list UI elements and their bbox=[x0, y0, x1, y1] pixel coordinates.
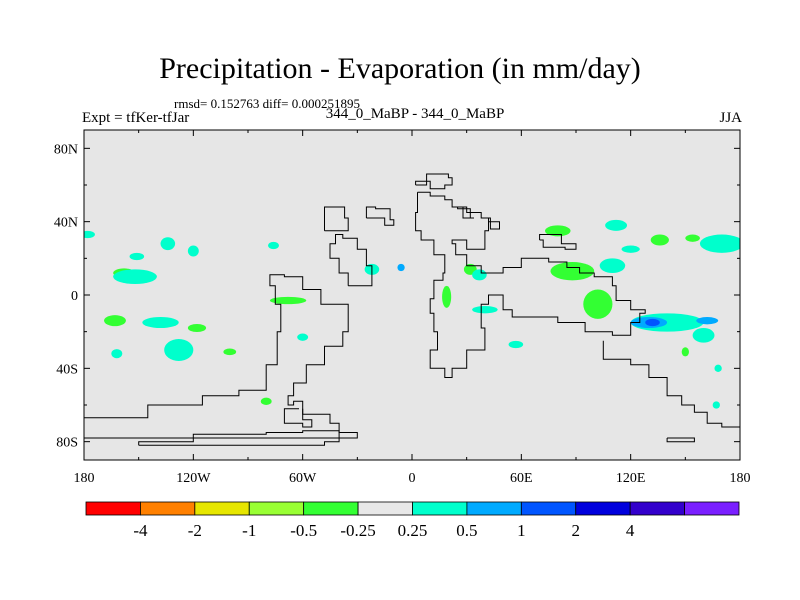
axis-ticks: 180 120W 60W 0 60E 120E 180 80N 40N 0 40S 80S bbox=[54, 130, 751, 486]
x-tick-label-5: 120E bbox=[616, 471, 646, 486]
colorbar-label-1: -2 bbox=[188, 521, 202, 540]
x-tick-label-4: 60E bbox=[510, 471, 533, 486]
anomaly-region-15 bbox=[84, 230, 95, 239]
anomaly-region-19 bbox=[113, 269, 157, 284]
colorbar-label-6: 0.5 bbox=[456, 521, 477, 540]
coastline-2 bbox=[283, 408, 313, 428]
colorbar-box-0 bbox=[85, 501, 141, 516]
anomaly-region-2 bbox=[269, 296, 307, 305]
anomaly-region-40 bbox=[645, 318, 660, 327]
anomaly-region-13 bbox=[557, 267, 573, 275]
colorbar: -4 -2 -1 -0.5 -0.25 0.25 0.5 1 2 4 bbox=[85, 501, 740, 540]
anomaly-region-20 bbox=[142, 317, 179, 328]
anomaly-region-24 bbox=[268, 241, 279, 250]
anomaly-region-37 bbox=[397, 263, 405, 272]
anomaly-region-31 bbox=[699, 234, 740, 253]
season-label: JJA bbox=[719, 110, 742, 126]
colorbar-label-3: -0.5 bbox=[290, 521, 317, 540]
anomaly-region-3 bbox=[187, 323, 207, 333]
coastline-7 bbox=[602, 340, 740, 428]
anomaly-region-11 bbox=[650, 234, 669, 246]
anomaly-region-29 bbox=[599, 258, 626, 273]
anomaly-region-27 bbox=[472, 306, 498, 314]
anomaly-region-39 bbox=[696, 317, 719, 325]
anomaly-region-36 bbox=[712, 401, 720, 409]
anomaly-region-18 bbox=[187, 245, 199, 257]
anomaly-region-1 bbox=[104, 315, 126, 327]
coastlines bbox=[84, 173, 740, 446]
case-label: 344_0_MaBP - 344_0_MaBP bbox=[325, 106, 505, 122]
coastline-0 bbox=[84, 274, 358, 439]
map-background bbox=[84, 130, 740, 460]
x-tick-label-0: 180 bbox=[74, 471, 95, 486]
experiment-label: Expt = tfKer-tfJar bbox=[82, 110, 190, 126]
coastline-8 bbox=[415, 173, 453, 190]
coastline-5 bbox=[365, 206, 395, 226]
coastline-9 bbox=[457, 206, 474, 219]
anomaly-region-14 bbox=[681, 347, 689, 357]
anomaly-region-8 bbox=[545, 225, 571, 237]
anomaly-region-26 bbox=[472, 269, 487, 281]
y-tick-label-2: 0 bbox=[71, 289, 78, 304]
y-tick-label-1: 40N bbox=[54, 216, 78, 231]
anomaly-region-23 bbox=[297, 333, 309, 341]
coastline-4 bbox=[324, 206, 349, 232]
stats-line: rmsd= 0.152763 diff= 0.000251895 bbox=[174, 96, 360, 111]
y-tick-label-3: 40S bbox=[56, 362, 78, 377]
colorbar-label-8: 2 bbox=[572, 521, 581, 540]
coastline-6 bbox=[415, 191, 646, 378]
anomaly-region-10 bbox=[583, 289, 613, 319]
coastline-1 bbox=[138, 430, 340, 446]
coastline-10 bbox=[488, 217, 500, 230]
colorbar-label-7: 1 bbox=[517, 521, 526, 540]
colorbar-box-9 bbox=[575, 501, 631, 516]
anomaly-regions bbox=[84, 219, 740, 409]
anomaly-region-12 bbox=[685, 234, 700, 242]
y-tick-label-4: 80S bbox=[56, 436, 78, 451]
anomaly-region-33 bbox=[605, 219, 628, 231]
colorbar-box-7 bbox=[466, 501, 522, 516]
colorbar-box-8 bbox=[520, 501, 577, 516]
x-tick-label-3: 0 bbox=[409, 471, 416, 486]
anomaly-region-22 bbox=[111, 349, 123, 359]
x-tick-label-1: 120W bbox=[176, 471, 211, 486]
colorbar-box-11 bbox=[684, 501, 740, 516]
colorbar-box-6 bbox=[412, 501, 468, 516]
colorbar-box-3 bbox=[248, 501, 305, 516]
colorbar-box-2 bbox=[194, 501, 250, 516]
x-tick-label-6: 180 bbox=[730, 471, 751, 486]
coastline-3 bbox=[329, 234, 373, 287]
coastline-12 bbox=[666, 437, 695, 443]
coastline-11 bbox=[539, 234, 577, 250]
anomaly-region-6 bbox=[442, 285, 452, 308]
y-tick-label-0: 80N bbox=[54, 142, 78, 157]
colorbar-label-9: 4 bbox=[626, 521, 635, 540]
colorbar-label-4: -0.25 bbox=[340, 521, 375, 540]
anomaly-region-28 bbox=[508, 340, 524, 349]
colorbar-label-5: 0.25 bbox=[398, 521, 428, 540]
anomaly-region-34 bbox=[621, 245, 640, 253]
anomaly-region-4 bbox=[223, 348, 237, 356]
anomaly-region-32 bbox=[692, 328, 715, 343]
anomaly-region-9 bbox=[550, 262, 595, 281]
colorbar-box-5 bbox=[357, 501, 413, 516]
colorbar-label-2: -1 bbox=[242, 521, 256, 540]
anomaly-region-21 bbox=[164, 339, 194, 361]
chart-title: Precipitation - Evaporation (in mm/day) bbox=[159, 52, 641, 85]
colorbar-box-4 bbox=[303, 501, 359, 516]
anomaly-region-5 bbox=[260, 397, 272, 406]
colorbar-box-1 bbox=[140, 501, 196, 516]
colorbar-box-10 bbox=[629, 501, 685, 516]
anomaly-region-17 bbox=[160, 237, 176, 251]
anomaly-region-16 bbox=[129, 252, 145, 261]
x-tick-label-2: 60W bbox=[289, 471, 317, 486]
colorbar-label-0: -4 bbox=[133, 521, 148, 540]
anomaly-region-35 bbox=[714, 364, 722, 373]
